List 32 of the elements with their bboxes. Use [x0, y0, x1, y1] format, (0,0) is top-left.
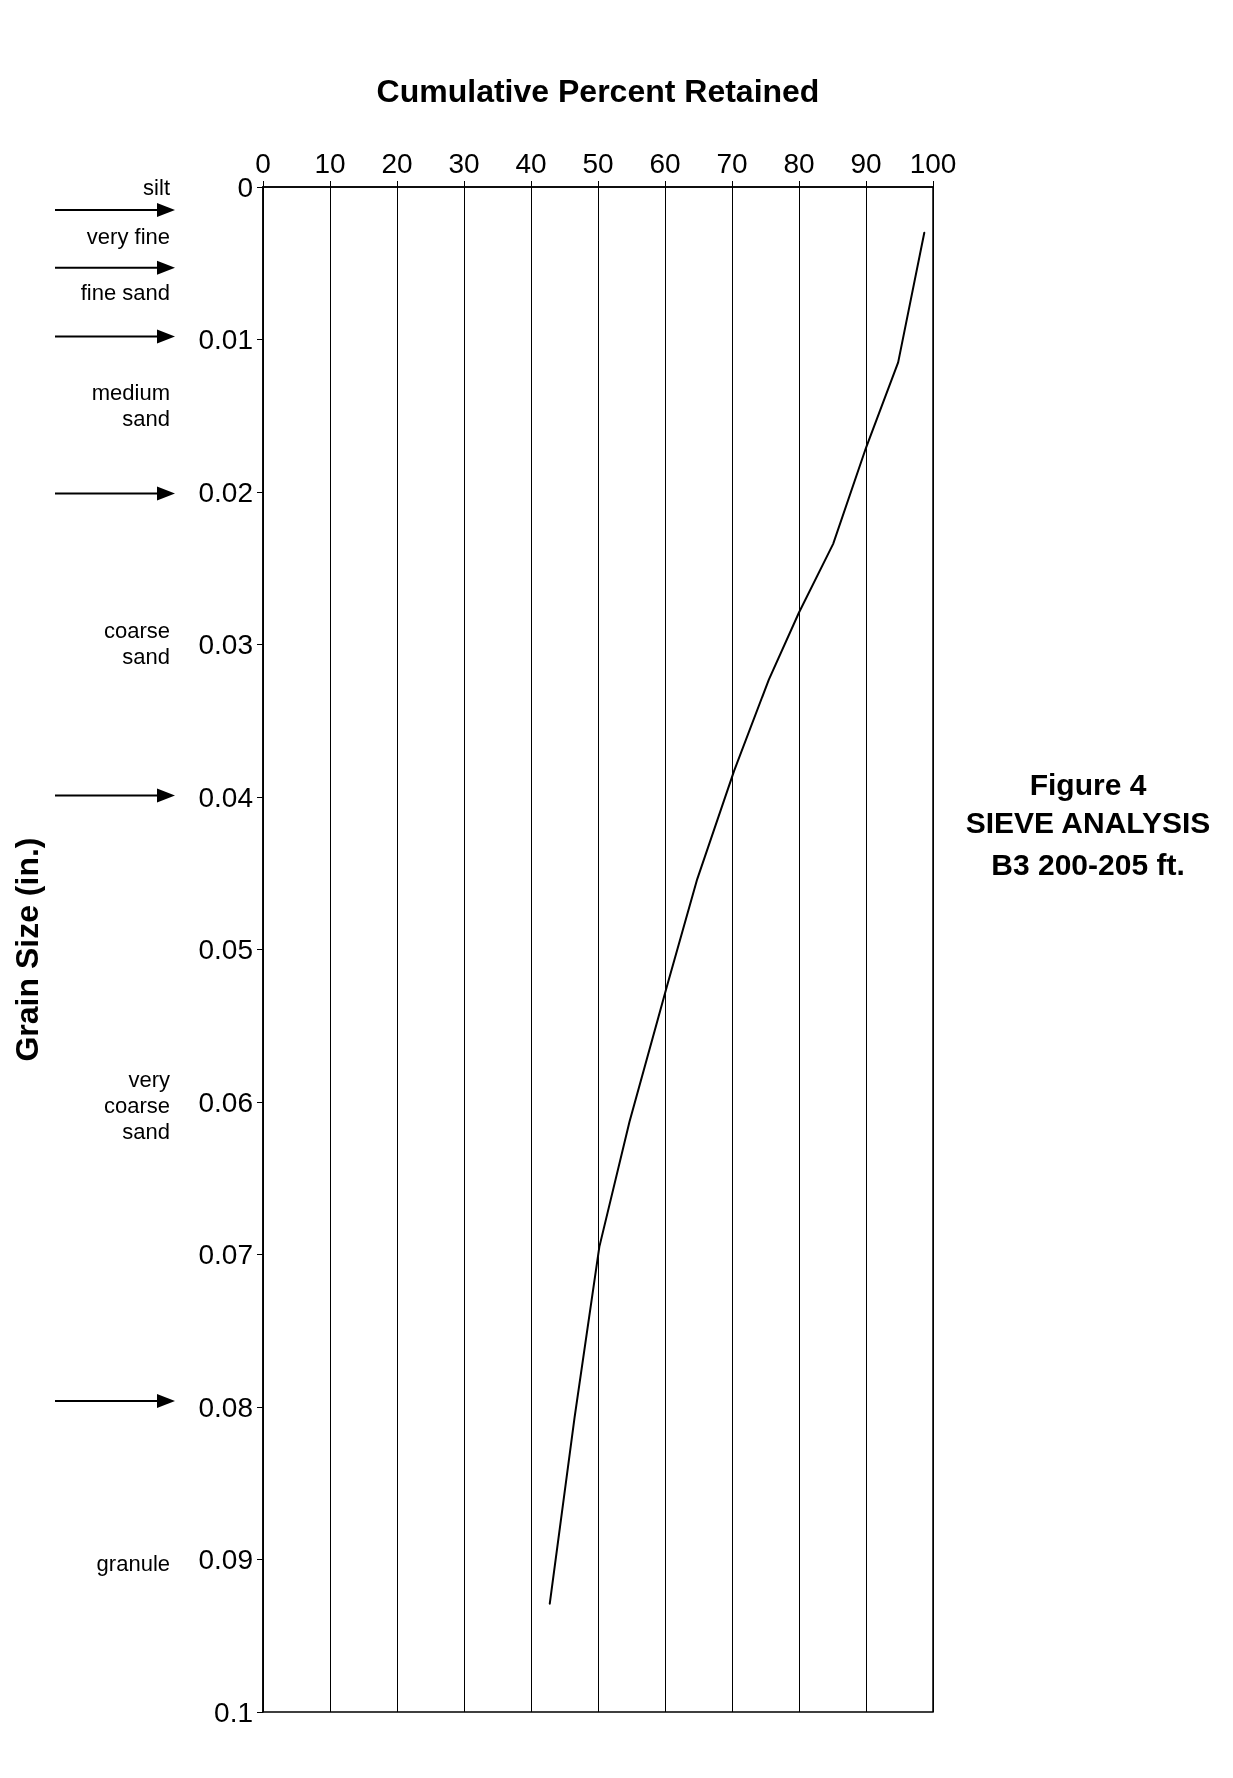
- text: coarse sand: [103, 617, 170, 669]
- x-tick-label: 70: [716, 147, 748, 179]
- text: B3 200-205 ft.: [991, 847, 1185, 881]
- y-tick-label: 0.1: [214, 1696, 253, 1728]
- x-axis-title: Cumulative Percent Retained: [376, 73, 820, 109]
- y-tick-label: 0.05: [198, 934, 253, 965]
- x-tick-label: 20: [381, 147, 413, 179]
- y-tick-label: 0.06: [198, 1086, 253, 1118]
- text: granule: [96, 1550, 170, 1576]
- y-tick-label: 0.09: [198, 1544, 253, 1575]
- x-tick-label: 100: [909, 147, 957, 179]
- text: medium sand: [91, 380, 170, 432]
- text: very fine: [86, 223, 170, 249]
- x-tick-label: 40: [515, 147, 547, 179]
- x-tick-label: 10: [314, 147, 346, 179]
- y-tick-label: 0: [237, 171, 253, 203]
- y-axis-title: Grain Size (in.): [9, 837, 45, 1062]
- y-tick-label: 0.01: [198, 324, 253, 355]
- x-tick-label: 30: [448, 147, 480, 179]
- x-tick-label: 90: [850, 147, 882, 179]
- text: Figure 4 SIEVE ANALYSIS: [965, 767, 1211, 839]
- x-tick-label: 60: [649, 147, 681, 179]
- text: silt: [143, 175, 170, 200]
- text: very coarse sand: [103, 1067, 170, 1145]
- y-tick-label: 0.03: [198, 629, 253, 660]
- y-tick-label: 0.04: [198, 781, 253, 813]
- x-tick-label: 80: [783, 147, 815, 179]
- y-tick-label: 0.02: [198, 476, 253, 508]
- text: fine sand: [80, 280, 170, 306]
- y-tick-label: 0.08: [198, 1391, 253, 1423]
- x-tick-label: 50: [582, 147, 614, 179]
- y-tick-label: 0.07: [198, 1239, 253, 1270]
